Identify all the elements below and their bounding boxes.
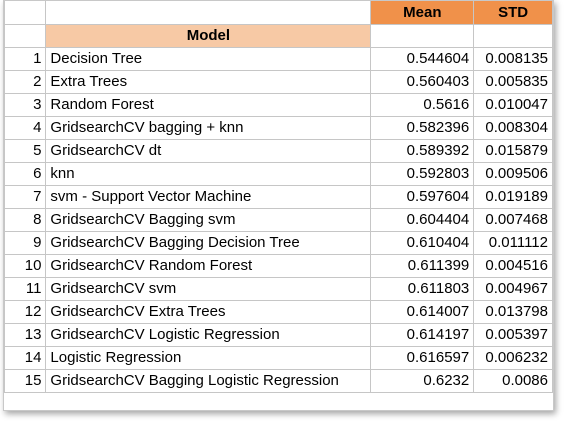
table-row: 10 GridsearchCV Random Forest 0.611399 0… [4, 253, 553, 278]
model-cell[interactable]: GridsearchCV Extra Trees [45, 299, 372, 324]
model-cell[interactable]: knn [45, 161, 372, 186]
table-row: 14 Logistic Regression 0.616597 0.006232 [4, 345, 553, 370]
mean-cell[interactable]: 0.597604 [370, 184, 475, 209]
row-index-cell[interactable]: 14 [4, 345, 47, 370]
blank-cell[interactable] [4, 1, 47, 25]
mean-cell[interactable]: 0.5616 [370, 92, 475, 117]
model-cell[interactable]: GridsearchCV Bagging Logistic Regression [45, 368, 372, 393]
row-index-cell[interactable]: 1 [4, 46, 47, 71]
row-index-cell[interactable]: 7 [4, 184, 47, 209]
mean-cell[interactable]: 0.611399 [370, 253, 475, 278]
row-index-cell[interactable]: 8 [4, 207, 47, 232]
std-cell[interactable]: 0.008304 [473, 115, 553, 140]
table-row: 6 knn 0.592803 0.009506 [4, 161, 553, 186]
mean-cell[interactable]: 0.614197 [370, 322, 475, 347]
std-cell[interactable]: 0.0086 [473, 368, 553, 393]
model-cell[interactable]: GridsearchCV dt [45, 138, 372, 163]
table-row: 3 Random Forest 0.5616 0.010047 [4, 92, 553, 117]
table-row: 2 Extra Trees 0.560403 0.005835 [4, 69, 553, 94]
std-cell[interactable]: 0.019189 [473, 184, 553, 209]
model-cell[interactable]: Extra Trees [45, 69, 372, 94]
mean-cell[interactable]: 0.544604 [370, 46, 475, 71]
table-row: 7 svm - Support Vector Machine 0.597604 … [4, 184, 553, 209]
std-header[interactable]: STD [473, 1, 553, 25]
row-index-cell[interactable]: 9 [4, 230, 47, 255]
row-index-cell[interactable]: 5 [4, 138, 47, 163]
model-cell[interactable]: Logistic Regression [45, 345, 372, 370]
results-table: Mean STD Model 1 Decision Tree 0.544604 … [4, 1, 553, 393]
row-index-cell[interactable]: 4 [4, 115, 47, 140]
mean-cell[interactable]: 0.560403 [370, 69, 475, 94]
row-index-cell[interactable]: 15 [4, 368, 47, 393]
std-cell[interactable]: 0.007468 [473, 207, 553, 232]
model-cell[interactable]: GridsearchCV Logistic Regression [45, 322, 372, 347]
spreadsheet-frame: Mean STD Model 1 Decision Tree 0.544604 … [3, 0, 554, 411]
model-cell[interactable]: GridsearchCV svm [45, 276, 372, 301]
mean-cell[interactable]: 0.616597 [370, 345, 475, 370]
row-index-cell[interactable]: 11 [4, 276, 47, 301]
table-row: 5 GridsearchCV dt 0.589392 0.015879 [4, 138, 553, 163]
row-index-cell[interactable]: 2 [4, 69, 47, 94]
mean-cell[interactable]: 0.582396 [370, 115, 475, 140]
header-row-1: Mean STD [4, 1, 553, 25]
std-cell[interactable]: 0.004516 [473, 253, 553, 278]
mean-header[interactable]: Mean [370, 1, 475, 25]
std-cell[interactable]: 0.015879 [473, 138, 553, 163]
model-cell[interactable]: GridsearchCV bagging + knn [45, 115, 372, 140]
table-row: 4 GridsearchCV bagging + knn 0.582396 0.… [4, 115, 553, 140]
blank-cell[interactable] [473, 23, 553, 48]
std-cell[interactable]: 0.013798 [473, 299, 553, 324]
model-cell[interactable]: GridsearchCV Random Forest [45, 253, 372, 278]
std-cell[interactable]: 0.009506 [473, 161, 553, 186]
blank-cell[interactable] [4, 23, 47, 48]
row-index-cell[interactable]: 10 [4, 253, 47, 278]
blank-cell[interactable] [45, 1, 372, 25]
mean-cell[interactable]: 0.6232 [370, 368, 475, 393]
model-cell[interactable]: GridsearchCV Bagging Decision Tree [45, 230, 372, 255]
model-cell[interactable]: Decision Tree [45, 46, 372, 71]
row-index-cell[interactable]: 6 [4, 161, 47, 186]
row-index-cell[interactable]: 13 [4, 322, 47, 347]
table-row: 13 GridsearchCV Logistic Regression 0.61… [4, 322, 553, 347]
std-cell[interactable]: 0.004967 [473, 276, 553, 301]
model-cell[interactable]: GridsearchCV Bagging svm [45, 207, 372, 232]
mean-cell[interactable]: 0.604404 [370, 207, 475, 232]
table-row: 8 GridsearchCV Bagging svm 0.604404 0.00… [4, 207, 553, 232]
model-cell[interactable]: svm - Support Vector Machine [45, 184, 372, 209]
std-cell[interactable]: 0.011112 [473, 230, 553, 255]
std-cell[interactable]: 0.008135 [473, 46, 553, 71]
row-index-cell[interactable]: 12 [4, 299, 47, 324]
table-row: 15 GridsearchCV Bagging Logistic Regress… [4, 368, 553, 393]
blank-cell[interactable] [370, 23, 475, 48]
mean-cell[interactable]: 0.610404 [370, 230, 475, 255]
table-row: 1 Decision Tree 0.544604 0.008135 [4, 46, 553, 71]
table-row: 9 GridsearchCV Bagging Decision Tree 0.6… [4, 230, 553, 255]
mean-cell[interactable]: 0.614007 [370, 299, 475, 324]
table-row: 12 GridsearchCV Extra Trees 0.614007 0.0… [4, 299, 553, 324]
std-cell[interactable]: 0.005835 [473, 69, 553, 94]
std-cell[interactable]: 0.010047 [473, 92, 553, 117]
std-cell[interactable]: 0.005397 [473, 322, 553, 347]
model-header[interactable]: Model [45, 23, 372, 48]
row-index-cell[interactable]: 3 [4, 92, 47, 117]
table-row: 11 GridsearchCV svm 0.611803 0.004967 [4, 276, 553, 301]
model-cell[interactable]: Random Forest [45, 92, 372, 117]
mean-cell[interactable]: 0.589392 [370, 138, 475, 163]
header-row-2: Model [4, 23, 553, 48]
std-cell[interactable]: 0.006232 [473, 345, 553, 370]
mean-cell[interactable]: 0.592803 [370, 161, 475, 186]
mean-cell[interactable]: 0.611803 [370, 276, 475, 301]
